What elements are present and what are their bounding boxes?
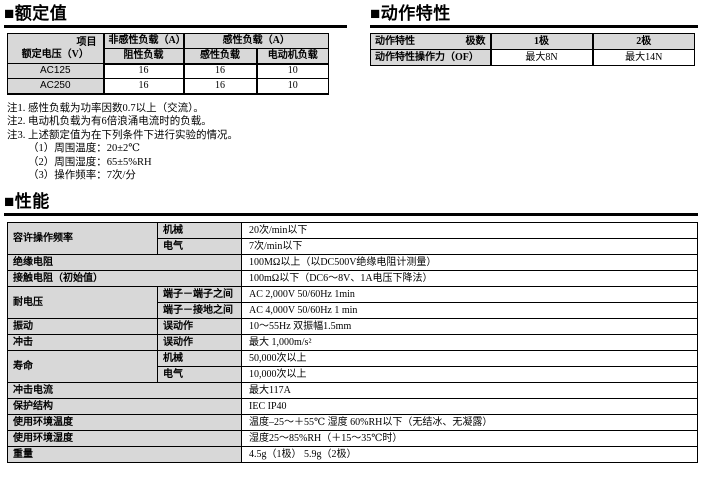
performance-section: ■性能 容许操作频率 机械 20次/min以下 电气 7次/min以下 绝缘电阻… bbox=[4, 191, 698, 463]
voltage-cell: AC125 bbox=[7, 63, 104, 79]
perf-value-cell: 湿度25～85%RH（＋15～35℃时） bbox=[241, 430, 698, 447]
table-row: 冲击电流 最大117A bbox=[7, 382, 698, 399]
perf-sub-cell: 机械 bbox=[157, 222, 242, 239]
corner-characteristic-label: 动作特性 bbox=[375, 35, 415, 47]
table-row: 动作特性 极数 1极 2极 bbox=[370, 33, 695, 50]
perf-value-cell: AC 2,000V 50/60Hz 1min bbox=[241, 286, 698, 303]
inductive-value-cell: 16 bbox=[182, 63, 257, 79]
resistive-value-cell: 16 bbox=[102, 63, 184, 79]
perf-label-cell: 保护结构 bbox=[7, 398, 242, 415]
perf-label-cell: 寿命 bbox=[7, 350, 158, 383]
table-row: 端子－接地之间 AC 4,000V 50/60Hz 1 min bbox=[8, 302, 698, 319]
condition-line: （3）操作频率：7次/分 bbox=[28, 170, 136, 181]
header-noninductive-load: 非感性负载（A） bbox=[102, 33, 184, 49]
motor-value-cell: 10 bbox=[255, 63, 330, 79]
corner-poles-label: 极数 bbox=[465, 35, 486, 47]
perf-sub-cell: 端子－端子之间 bbox=[157, 286, 242, 303]
voltage-cell: AC250 bbox=[7, 78, 104, 95]
performance-title: ■性能 bbox=[4, 192, 50, 211]
perf-label-cell: 冲击 bbox=[7, 334, 158, 351]
rated-values-section: ■额定值 项目 额定电压（V） 非感性负载（A） 感性负载（A） 阻性负载 感性… bbox=[4, 3, 347, 183]
perf-label-cell: 振动 bbox=[7, 318, 158, 335]
operating-force-2pole-value: 最大14N bbox=[591, 49, 695, 66]
resistive-value-cell: 16 bbox=[102, 78, 184, 95]
header-1-pole: 1极 bbox=[489, 33, 593, 50]
perf-label-cell: 使用环境温度 bbox=[7, 414, 242, 431]
table-row: 绝缘电阻 100MΩ以上（以DC500V绝缘电阻计测量） bbox=[7, 254, 698, 271]
perf-value-cell: 50,000次以上 bbox=[241, 350, 698, 367]
perf-label-cell: 接触电阻（初始值） bbox=[7, 270, 242, 287]
perf-value-cell: 20次/min以下 bbox=[241, 222, 698, 239]
rated-notes: 注1. 感性负载为功率因数0.7以上（交流）。 注2. 电动机负载为有6倍浪涌电… bbox=[7, 102, 347, 183]
operating-corner-cell: 动作特性 极数 bbox=[370, 33, 491, 50]
operating-title-underline bbox=[370, 25, 698, 28]
perf-sub-cell: 误动作 bbox=[157, 318, 242, 335]
subheader-resistive-load: 阻性负载 bbox=[102, 48, 184, 65]
condition-line: （2）周围湿度：65±5%RH bbox=[28, 156, 152, 168]
rated-corner-cell: 项目 额定电压（V） bbox=[7, 33, 104, 64]
subheader-inductive-load: 感性负载 bbox=[182, 48, 257, 65]
motor-value-cell: 10 bbox=[255, 78, 330, 95]
perf-sub-cell: 误动作 bbox=[157, 334, 242, 351]
performance-title-underline bbox=[4, 213, 698, 216]
table-row: 使用环境温度 温度–25～＋55℃ 湿度 60%RH以下（无结冰、无凝露） bbox=[7, 414, 698, 431]
note-line: 注2. 电动机负载为有6倍浪涌电流时的负载。 bbox=[7, 116, 212, 127]
perf-value-cell: 最大117A bbox=[241, 382, 698, 399]
perf-sub-cell: 电气 bbox=[157, 238, 242, 255]
table-row: 冲击 误动作 最大 1,000m/s² bbox=[7, 334, 698, 351]
operating-characteristics-title: ■动作特性 bbox=[370, 4, 451, 23]
condition-line: （1）周围温度：20±2℃ bbox=[28, 143, 141, 154]
perf-value-cell: 10～55Hz 双振幅1.5mm bbox=[241, 318, 698, 335]
table-row: 耐电压 端子－端子之间 AC 2,000V 50/60Hz 1min bbox=[7, 286, 698, 319]
perf-label-cell: 绝缘电阻 bbox=[7, 254, 242, 271]
perf-value-cell: 10,000次以上 bbox=[241, 366, 698, 383]
perf-value-cell: 7次/min以下 bbox=[241, 238, 698, 255]
table-row: 重量 4.5g（1极） 5.9g（2极） bbox=[7, 446, 698, 463]
perf-value-cell: IEC IP40 bbox=[241, 398, 698, 415]
performance-table: 容许操作频率 机械 20次/min以下 电气 7次/min以下 绝缘电阻 100… bbox=[7, 222, 698, 463]
operating-force-1pole-value: 最大8N bbox=[489, 49, 593, 66]
operating-characteristics-section: ■动作特性 动作特性 极数 1极 2极 动作特性操作力（OF） 最大8N 最大1… bbox=[370, 3, 698, 66]
table-row: 振动 误动作 10～55Hz 双振幅1.5mm bbox=[7, 318, 698, 335]
table-row: 接触电阻（初始值） 100mΩ以下（DC6～8V、1A电压下降法） bbox=[7, 270, 698, 287]
rated-title-underline bbox=[4, 25, 347, 28]
rated-values-table: 项目 额定电压（V） 非感性负载（A） 感性负载（A） 阻性负载 感性负载 电动… bbox=[7, 33, 330, 95]
perf-value-cell: AC 4,000V 50/60Hz 1 min bbox=[241, 302, 698, 319]
perf-sub-cell: 电气 bbox=[157, 366, 242, 383]
perf-value-cell: 4.5g（1极） 5.9g（2极） bbox=[241, 446, 698, 463]
header-2-pole: 2极 bbox=[591, 33, 695, 50]
perf-value-cell: 温度–25～＋55℃ 湿度 60%RH以下（无结冰、无凝露） bbox=[241, 414, 698, 431]
table-row: 保护结构 IEC IP40 bbox=[7, 398, 698, 415]
perf-value-cell: 100MΩ以上（以DC500V绝缘电阻计测量） bbox=[241, 254, 698, 271]
perf-value-cell: 最大 1,000m/s² bbox=[241, 334, 698, 351]
note-line: 注1. 感性负载为功率因数0.7以上（交流）。 bbox=[7, 102, 204, 114]
note-line: 注3. 上述额定值为在下列条件下进行实验的情况。 bbox=[7, 129, 238, 141]
operating-force-label: 动作特性操作力（OF） bbox=[370, 49, 491, 66]
header-inductive-load: 感性负载（A） bbox=[182, 33, 330, 49]
perf-label-cell: 耐电压 bbox=[7, 286, 158, 319]
table-row: 阻性负载 感性负载 电动机负载 bbox=[8, 48, 330, 65]
table-row: 寿命 机械 50,000次以上 bbox=[7, 350, 698, 383]
table-row: AC125 16 16 10 bbox=[7, 63, 330, 79]
table-row: 动作特性操作力（OF） 最大8N 最大14N bbox=[370, 49, 695, 66]
corner-item-label: 项目 bbox=[76, 36, 97, 48]
rated-values-title: ■额定值 bbox=[4, 4, 68, 23]
perf-label-cell: 重量 bbox=[7, 446, 242, 463]
perf-label-cell: 使用环境湿度 bbox=[7, 430, 242, 447]
table-row: AC250 16 16 10 bbox=[7, 78, 330, 95]
perf-label-cell: 容许操作频率 bbox=[7, 222, 158, 255]
corner-voltage-label: 额定电压（V） bbox=[21, 48, 89, 60]
perf-label-cell: 冲击电流 bbox=[7, 382, 242, 399]
table-row: 项目 额定电压（V） 非感性负载（A） 感性负载（A） bbox=[7, 33, 330, 64]
perf-sub-cell: 机械 bbox=[157, 350, 242, 367]
perf-value-cell: 100mΩ以下（DC6～8V、1A电压下降法） bbox=[241, 270, 698, 287]
subheader-motor-load: 电动机负载 bbox=[255, 48, 330, 65]
table-row: 容许操作频率 机械 20次/min以下 bbox=[7, 222, 698, 255]
perf-sub-cell: 端子－接地之间 bbox=[157, 302, 242, 319]
inductive-value-cell: 16 bbox=[182, 78, 257, 95]
operating-characteristics-table: 动作特性 极数 1极 2极 动作特性操作力（OF） 最大8N 最大14N bbox=[370, 33, 695, 66]
table-row: 使用环境湿度 湿度25～85%RH（＋15～35℃时） bbox=[7, 430, 698, 447]
